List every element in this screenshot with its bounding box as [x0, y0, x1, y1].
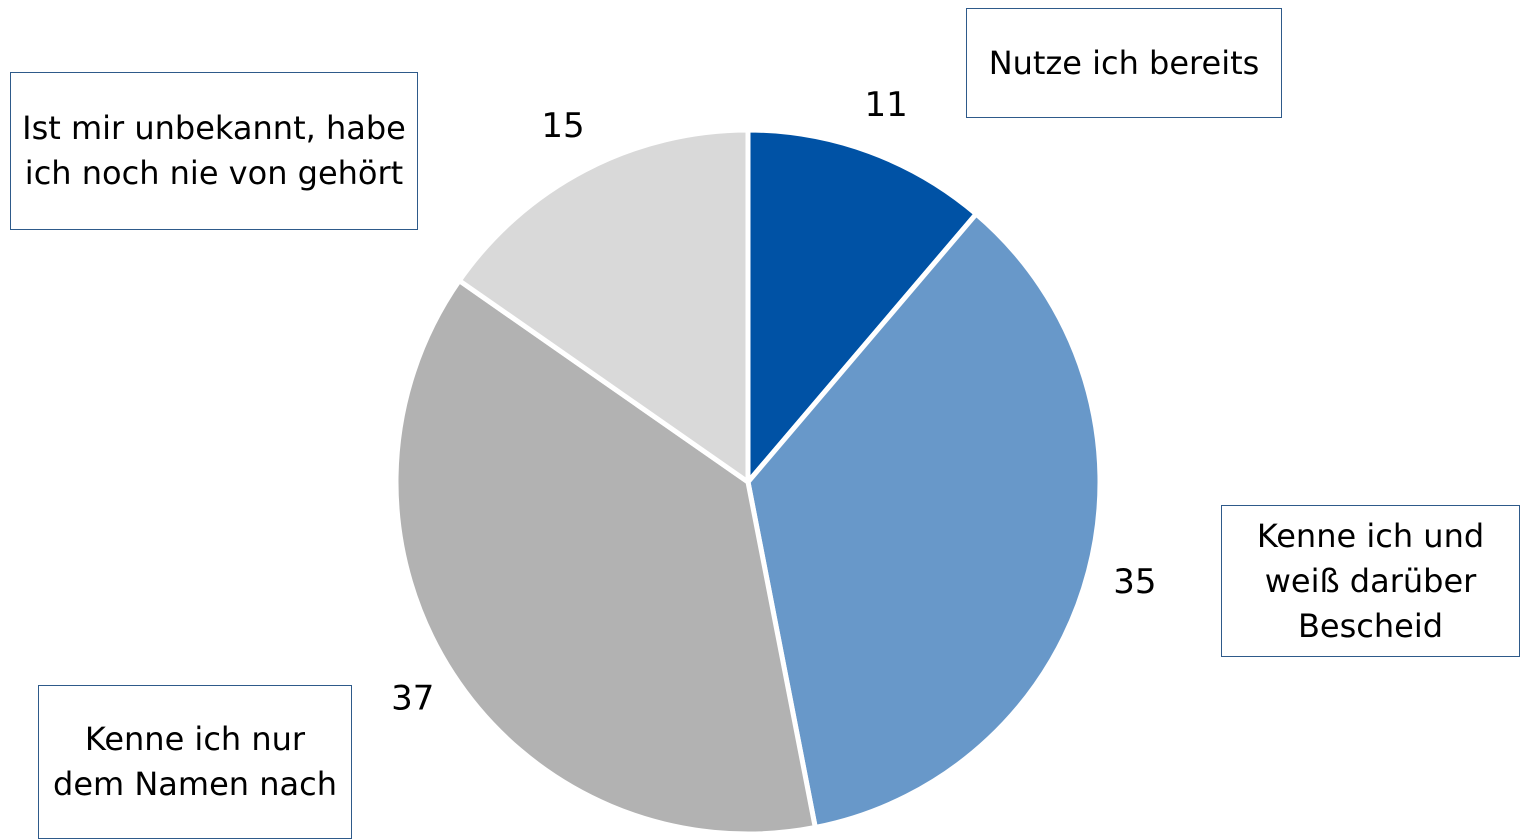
category-label: Ist mir unbekannt, habe ich noch nie von…	[10, 72, 418, 230]
category-label: Kenne ich und weiß darüber Bescheid	[1221, 505, 1520, 657]
category-label: Nutze ich bereits	[966, 8, 1282, 118]
value-label: 11	[865, 85, 908, 125]
value-label: 37	[391, 679, 434, 719]
pie-slice	[745, 211, 1103, 831]
category-label: Kenne ich nur dem Namen nach	[38, 685, 352, 839]
pie-slice	[393, 278, 818, 837]
pie-slice	[456, 127, 751, 485]
pie-slice	[745, 127, 979, 485]
value-label: 15	[541, 106, 584, 146]
value-label: 35	[1113, 562, 1156, 602]
